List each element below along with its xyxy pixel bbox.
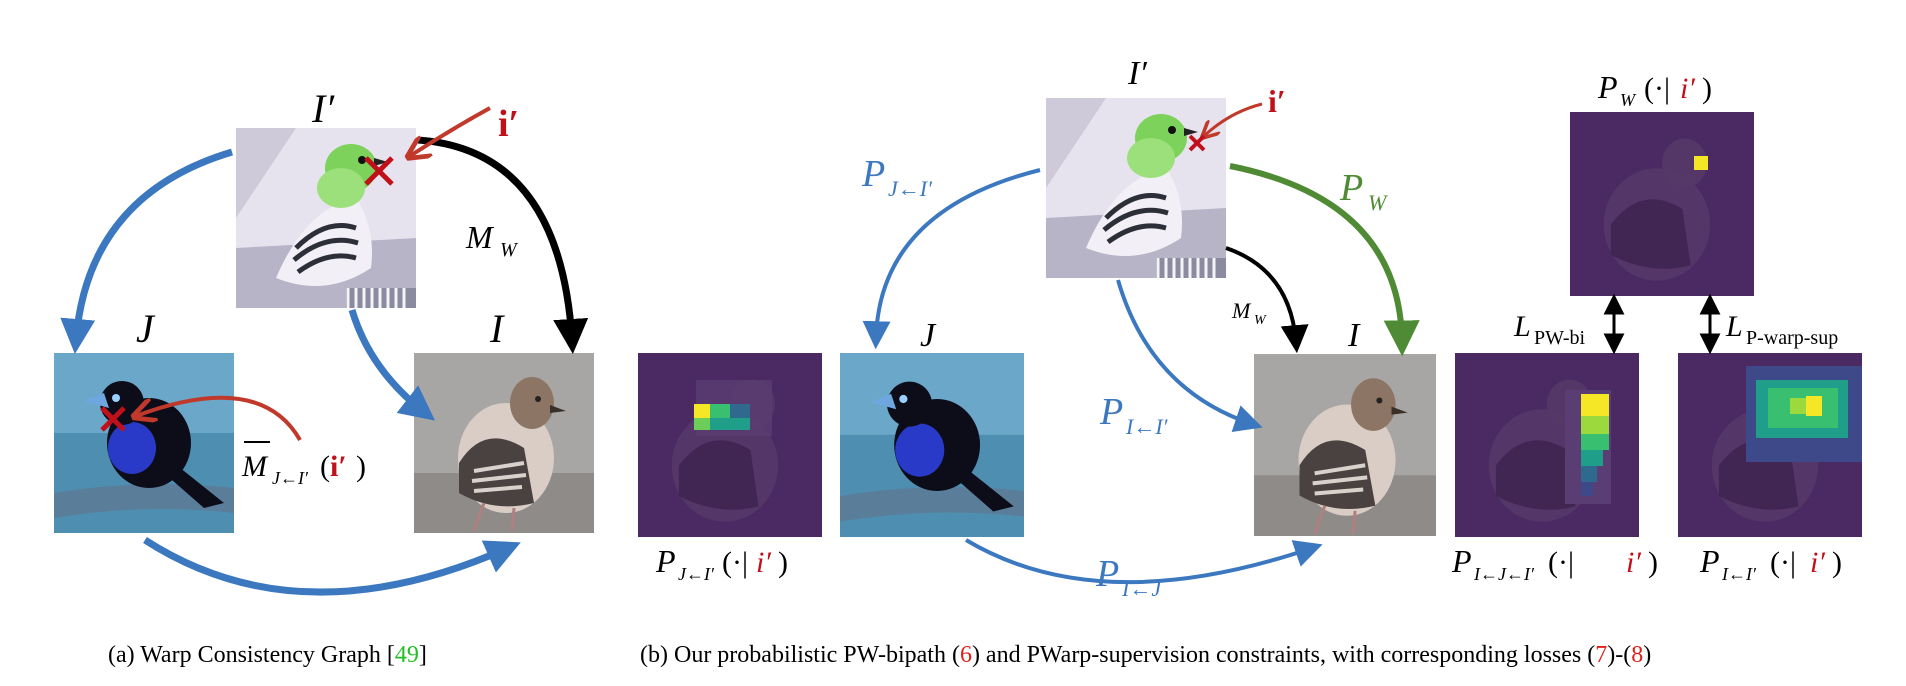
svg-text:L: L [1725,310,1743,343]
label-J-b: J [920,317,937,354]
label-J-a: J [136,306,156,351]
edge-label-M-hat-a: M J←I′ ( i′ ) [241,441,366,488]
image-J-b [840,353,1024,537]
svg-text:(·|: (·| [722,546,748,579]
edge-label-M-W-a: M W [465,219,519,261]
svg-text:P: P [1699,543,1720,579]
svg-text:): ) [1648,546,1658,579]
image-I-b [1254,354,1436,536]
arrow-i-prime-pointer-a [410,106,491,156]
svg-text:J←I′: J←I′ [888,176,933,201]
loss-label-P-warp-sup: L P-warp-sup [1725,310,1838,349]
svg-text:): ) [1702,72,1712,105]
caption-a: (a) Warp Consistency Graph [49] [108,642,427,668]
svg-text:): ) [1832,546,1842,579]
edge-label-P-J-Iprime: P J←I′ [861,153,933,201]
svg-text:i′: i′ [1680,72,1695,105]
image-I-a [414,353,594,533]
cross-mark-icon [364,156,394,186]
map-label-P-J-Iprime: P J←I′ (·| i′ ) [655,543,788,584]
svg-text:i′: i′ [1810,546,1825,579]
map-title-P-W: P W (·| i′ ) [1597,69,1712,110]
label-I-a: I [489,306,505,351]
label-i-prime-a: i′ [498,103,519,145]
panel-b: I′ J I i′ P J←I′ P W M W P I←I′ P I←J P … [638,55,1862,668]
arrow-Iprime-to-J-b [862,168,1041,350]
svg-text:i′: i′ [1626,546,1641,579]
svg-text:J←I′: J←I′ [272,468,309,488]
arrow-Iprime-to-I-a [348,308,436,421]
loss-label-PW-bi: L PW-bi [1513,310,1586,349]
edge-label-P-I-Iprime: P I←I′ [1099,391,1169,439]
warped-image-I-prime-a [236,128,416,308]
map-label-P-I-Iprime: P I←I′ (·| i′ ) [1699,543,1842,584]
label-I-prime-b: I′ [1127,55,1147,92]
svg-text:P: P [1099,391,1123,433]
arrow-J-to-I-b [964,538,1323,585]
edge-label-M-W-b: M W [1231,298,1267,328]
caption-b: (b) Our probabilistic PW-bipath (6) and … [640,642,1651,668]
heatmap-P-I-J-Iprime [1455,353,1639,537]
cross-mark-icon [1188,134,1206,152]
svg-text:): ) [356,450,366,483]
cross-mark-icon [100,406,126,432]
svg-text:M: M [241,450,269,483]
heatmap-P-W [1570,112,1754,296]
svg-text:(·|: (·| [1548,546,1574,579]
svg-text:I←J←I′: I←J←I′ [1473,564,1535,584]
arrow-M-hat-pointer-a [136,395,302,441]
svg-text:M: M [1231,298,1252,323]
svg-text:P: P [1451,543,1472,579]
edge-label-P-W: P W [1339,167,1388,215]
heatmap-P-I-Iprime [1678,353,1862,537]
svg-text:P: P [861,153,885,195]
label-i-prime-b: i′ [1268,83,1286,119]
svg-text:I←I′: I←I′ [1721,564,1757,584]
label-I-b: I [1347,317,1361,354]
svg-text:J←I′: J←I′ [678,564,715,584]
arrow-M-W-b [1225,246,1309,354]
arrow-M-W-a [417,136,589,354]
svg-text:i′: i′ [756,546,771,579]
label-I-prime-a: I′ [311,86,335,131]
svg-text:L: L [1513,310,1531,343]
map-label-P-I-J-Iprime: P I←J←I′ (·| i′ ) [1451,543,1658,584]
svg-text:W: W [500,239,519,261]
svg-text:i′: i′ [330,450,347,483]
arrow-Iprime-to-I-b [1116,279,1263,432]
heatmap-P-J-Iprime [638,353,822,537]
svg-text:W: W [1368,190,1388,215]
svg-text:P: P [1095,553,1119,595]
svg-text:(: ( [320,450,330,483]
svg-text:PW-bi: PW-bi [1534,327,1586,349]
arrow-Iprime-to-J-a [60,148,234,354]
svg-text:M: M [465,219,495,255]
svg-text:P: P [1597,69,1618,105]
svg-text:I←I′: I←I′ [1125,414,1169,439]
svg-text:(·|: (·| [1770,546,1796,579]
svg-text:P-warp-sup: P-warp-sup [1746,327,1838,349]
arrow-P-W-b [1229,163,1420,357]
arrow-i-prime-pointer-b [1204,102,1263,136]
panel-a: I′ J I i′ M W M J←I′ ( i′ ) (a) Warp Con… [54,86,594,668]
svg-text:): ) [778,546,788,579]
warped-image-I-prime-b [1046,98,1226,278]
image-J-a [54,353,234,533]
svg-text:I←J: I←J [1121,576,1162,601]
svg-text:P: P [1339,167,1363,209]
svg-text:W: W [1620,90,1637,110]
svg-text:W: W [1254,313,1267,328]
svg-text:P: P [655,543,676,579]
svg-text:(·|: (·| [1644,72,1670,105]
arrow-J-to-I-a [143,537,521,596]
edge-label-P-I-J: P I←J [1095,553,1162,601]
